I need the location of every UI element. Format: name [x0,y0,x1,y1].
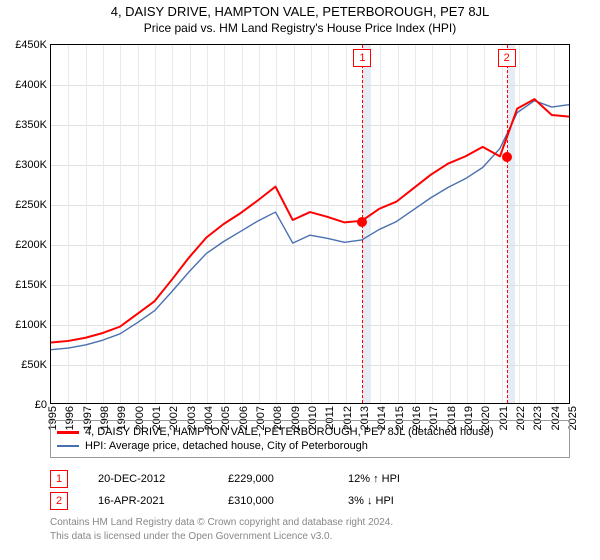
event-date: 20-DEC-2012 [98,473,228,485]
event-line [507,45,508,403]
legend-row-b: HPI: Average price, detached house, City… [57,439,563,453]
y-axis-label: £200K [15,239,47,251]
event-pct: 12% ↑ HPI [348,473,478,485]
chart-plot-area: £0£50K£100K£150K£200K£250K£300K£350K£400… [50,44,570,404]
event-row: 2 16-APR-2021 £310,000 3% ↓ HPI [50,490,570,512]
legend-swatch-a [57,431,79,434]
legend-row-a: 4, DAISY DRIVE, HAMPTON VALE, PETERBOROU… [57,425,563,439]
y-axis-label: £350K [15,119,47,131]
legend-label-a: 4, DAISY DRIVE, HAMPTON VALE, PETERBOROU… [85,426,494,438]
y-axis-label: £400K [15,79,47,91]
y-axis-label: £100K [15,319,47,331]
event-date: 16-APR-2021 [98,495,228,507]
legend-label-b: HPI: Average price, detached house, City… [85,440,368,452]
event-pct: 3% ↓ HPI [348,495,478,507]
y-axis-label: £50K [21,359,47,371]
events-table: 1 20-DEC-2012 £229,000 12% ↑ HPI 2 16-AP… [50,468,570,512]
chart-subtitle: Price paid vs. HM Land Registry's House … [0,19,600,35]
y-axis-label: £150K [15,279,47,291]
series-line [51,101,569,350]
footer-line1: Contains HM Land Registry data © Crown c… [50,516,570,530]
chart-title: 4, DAISY DRIVE, HAMPTON VALE, PETERBOROU… [0,0,600,19]
y-axis-label: £450K [15,39,47,51]
line-plot-svg [51,45,569,403]
event-price: £310,000 [228,495,348,507]
y-axis-label: £300K [15,159,47,171]
event-price: £229,000 [228,473,348,485]
series-line [51,99,569,342]
legend: 4, DAISY DRIVE, HAMPTON VALE, PETERBOROU… [50,420,570,458]
y-axis-label: £0 [35,399,47,411]
event-marker-box: 1 [353,49,371,67]
footer-line2: This data is licensed under the Open Gov… [50,530,570,544]
event-dot [357,217,367,227]
event-marker-box: 2 [498,49,516,67]
event-num-box: 2 [50,492,68,510]
footer: Contains HM Land Registry data © Crown c… [50,516,570,543]
y-axis-label: £250K [15,199,47,211]
legend-swatch-b [57,445,79,447]
event-dot [502,152,512,162]
event-row: 1 20-DEC-2012 £229,000 12% ↑ HPI [50,468,570,490]
event-num-box: 1 [50,470,68,488]
